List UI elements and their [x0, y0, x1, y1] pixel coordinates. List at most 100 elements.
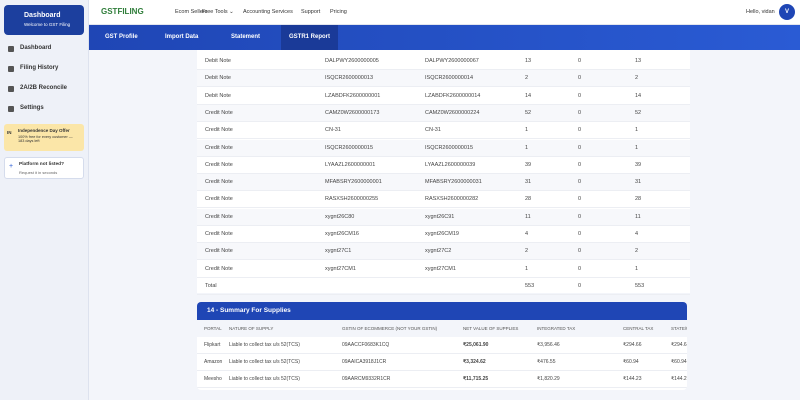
request-title: Platform not listed? [19, 162, 65, 167]
summary-heading: STATE/UT TAX [671, 326, 687, 331]
table-cell: xygnt27C1 [325, 248, 352, 255]
offer-box[interactable]: IN Independence Day Offer 100% free for … [4, 124, 84, 151]
menu-icon [8, 106, 14, 112]
table-cell: 0 [578, 231, 582, 237]
summary-cell: ₹3,956.46 [537, 342, 560, 348]
nav-link[interactable]: Support [301, 9, 321, 15]
table-row: Credit Note xygnt27CM1 xygnt27CM1 1 0 1 [197, 261, 690, 278]
table-cell: 39 [525, 161, 532, 168]
menu-item[interactable]: Dashboard [20, 45, 52, 51]
summary-cell: ₹60.94 [671, 359, 687, 365]
table-cell: 1 [635, 265, 639, 272]
table-cell: CAMZ0W2600000173 [325, 109, 380, 116]
summary-header: 14 - Summary For Supplies [197, 302, 687, 320]
table-cell: ISQCR2600000014 [425, 75, 474, 82]
brand-title: Dashboard [24, 12, 61, 19]
table-cell: 14 [635, 92, 642, 99]
summary-cell: ₹144.23 [623, 376, 642, 382]
table-cell: Credit Note [205, 213, 233, 220]
table-cell: 52 [525, 109, 532, 116]
table-cell: LYAAZL2600000039 [425, 161, 476, 168]
table-row: Credit Note LYAAZL2600000001 LYAAZL2600000… [197, 157, 690, 174]
table-cell: Credit Note [205, 109, 233, 116]
summary-heading: NET VALUE OF SUPPLIES [463, 326, 519, 331]
summary-cell: ₹294.66 [623, 342, 642, 348]
summary-cell: Liable to collect tax u/s 52(TCS) [229, 342, 300, 348]
offer-title: Independence Day Offer [18, 128, 70, 133]
request-text: Request it in seconds [19, 170, 58, 175]
table-cell: 2 [635, 75, 639, 82]
table-cell: LZABDFK2600000014 [425, 92, 481, 99]
summary-heading: GSTIN OF ECOMMERCE (NOT YOUR GSTIN) [342, 326, 438, 331]
table-row: Credit Note xygnt26C80 xygnt26C91 11 0 11 [197, 208, 690, 226]
avatar[interactable]: V [779, 4, 795, 20]
table-cell: 2 [525, 248, 529, 255]
summary-cell: 09AACCF0683K1CQ [342, 342, 390, 348]
table-cell: 0 [578, 179, 582, 186]
table-row: Credit Note CAMZ0W2600000173 CAMZ0W2600000… [197, 104, 690, 122]
nav-link[interactable]: Free Tools ⌄ [202, 9, 234, 15]
request-box[interactable]: + Platform not listed? Request it in sec… [4, 157, 84, 179]
table-cell: 28 [635, 196, 642, 203]
logo[interactable]: GSTFILING [101, 7, 144, 16]
nav-link[interactable]: Pricing [330, 9, 347, 15]
nav-link[interactable]: Accounting Services [243, 9, 293, 15]
top-nav: GSTFILING Hello, vidan V Ecom Sellers Fre… [89, 0, 800, 25]
menu-item[interactable]: 2A/2B Reconcile [20, 85, 68, 91]
table-row: Credit Note MFABSRY2600000001 MFABSRY26000… [197, 174, 690, 192]
tab[interactable]: GST Profile [105, 34, 138, 40]
tab[interactable]: GSTR1 Report [281, 25, 339, 50]
table-cell: 0 [578, 127, 582, 134]
menu-icon [8, 86, 14, 92]
table-cell: Credit Note [205, 265, 233, 272]
brand-box[interactable]: Dashboard Welcome to GST Filing [4, 5, 84, 35]
table-cell: ISQCR2600000015 [425, 144, 474, 151]
summary-head-row: PORTAL NATURE OF SUPPLY GSTIN OF ECOMMERCE… [197, 320, 687, 337]
summary-cell: ₹3,324.62 [463, 359, 486, 365]
table-cell: 2 [635, 248, 639, 255]
tab[interactable]: Import Data [165, 34, 199, 40]
summary-cell: Meesho [204, 376, 222, 382]
menu-item[interactable]: Filing History [20, 65, 59, 71]
summary-cell: 09AAICA3918J1CR [342, 359, 387, 365]
table-cell: DALPWY2600000067 [425, 58, 479, 64]
summary-card: 14 - Summary For Supplies PORTAL NATURE O… [197, 302, 687, 390]
table-cell: 31 [525, 179, 532, 186]
table-row: Debit Note DALPWY2600000005 DALPWY26000000… [197, 53, 690, 70]
summary-cell: ₹476.55 [537, 359, 556, 365]
table-cell: Debit Note [205, 75, 231, 82]
table-cell: 13 [635, 58, 642, 64]
table-cell: 1 [525, 144, 529, 151]
table-cell: xygnt27CM1 [425, 265, 456, 272]
table-cell: 0 [578, 144, 582, 151]
table-cell: 11 [525, 213, 531, 220]
table-cell: MFABSRY2600000001 [325, 179, 382, 186]
total-cell: Total [205, 282, 217, 289]
total-cell: 0 [578, 282, 582, 289]
table-cell: 28 [525, 196, 532, 203]
table-cell: MFABSRY2600000031 [425, 179, 482, 186]
nav-link[interactable]: Ecom Sellers [175, 9, 208, 15]
table-cell: Credit Note [205, 196, 233, 203]
table-cell: 31 [635, 179, 642, 186]
table-cell: xygnt26C80 [325, 213, 355, 220]
table-row: Credit Note ISQCR2600000015 ISQCR260000001… [197, 139, 690, 157]
summary-cell: ₹60.94 [623, 359, 639, 365]
total-cell: 553 [635, 282, 645, 289]
table-cell: 0 [578, 109, 582, 116]
table-row: Credit Note RASXSH2600000255 RASXSH2600000… [197, 191, 690, 209]
table-cell: 4 [525, 231, 529, 237]
menu-item[interactable]: Settings [20, 105, 44, 111]
tab[interactable]: Statement [231, 34, 261, 40]
table-cell: xygnt26CM16 [325, 231, 359, 237]
table-cell: 11 [635, 213, 641, 220]
table-row: Credit Note xygnt27C1 xygnt27C2 2 0 2 [197, 243, 690, 261]
table-cell: 0 [578, 265, 582, 272]
tab-bar: GST Profile Import Data Statement GSTR1 Rep… [89, 25, 800, 50]
table-cell: 0 [578, 92, 582, 99]
summary-row: Flipkart Liable to collect tax u/s 52(TCS… [197, 337, 687, 354]
summary-heading: PORTAL [204, 326, 222, 331]
summary-cell: ₹144.23 [671, 376, 687, 382]
table-cell: CN-31 [325, 127, 341, 134]
